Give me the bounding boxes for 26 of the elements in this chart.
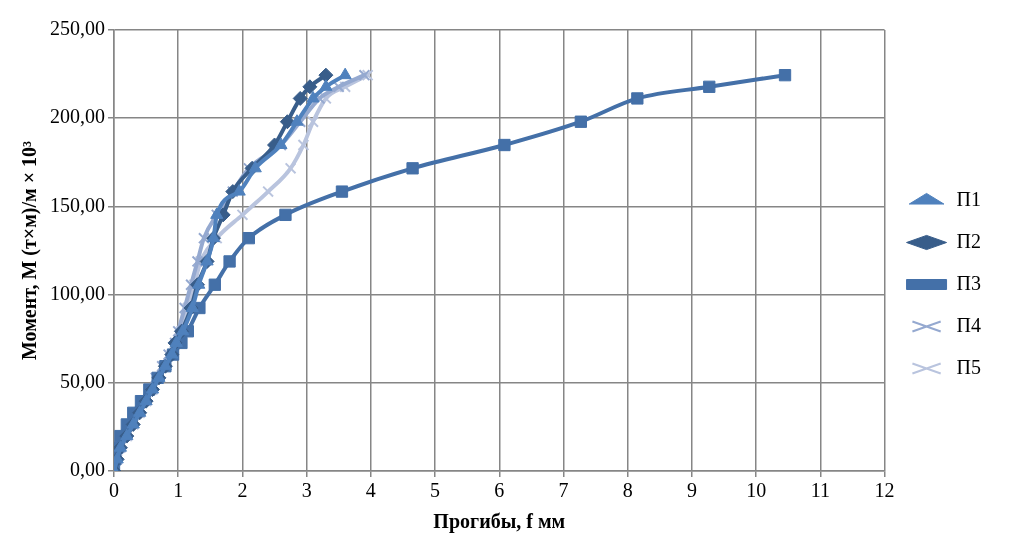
x-axis-title: Прогибы, f мм <box>433 510 566 534</box>
x-tick-label: 6 <box>494 479 505 502</box>
legend-label: П3 <box>956 271 982 294</box>
y-axis-title: Момент, М (т×м)/м × 10³ <box>18 140 42 361</box>
x-tick-label: 12 <box>874 479 895 502</box>
x-tick-label: 9 <box>686 479 697 502</box>
x-tick-label: 11 <box>810 479 830 502</box>
x-tick-label: 10 <box>746 479 767 502</box>
x-tick-label: 7 <box>558 479 569 502</box>
y-tick-label: 100,00 <box>50 281 105 304</box>
x-tick-label: 8 <box>622 479 633 502</box>
legend-label: П4 <box>956 313 982 336</box>
x-tick-label: 2 <box>237 479 248 502</box>
y-tick-label: 150,00 <box>50 193 105 216</box>
legend-label: П1 <box>956 187 982 210</box>
legend-label: П2 <box>956 229 982 252</box>
y-tick-label: 250,00 <box>50 17 105 40</box>
x-tick-label: 1 <box>173 479 184 502</box>
x-tick-label: 3 <box>301 479 312 502</box>
x-tick-label: 4 <box>365 479 376 502</box>
x-tick-label: 5 <box>430 479 441 502</box>
x-tick-label: 0 <box>109 479 119 502</box>
legend-label: П5 <box>956 355 982 378</box>
y-tick-label: 200,00 <box>50 105 105 128</box>
y-tick-label: 50,00 <box>60 370 105 393</box>
y-tick-label: 0,00 <box>70 458 105 481</box>
